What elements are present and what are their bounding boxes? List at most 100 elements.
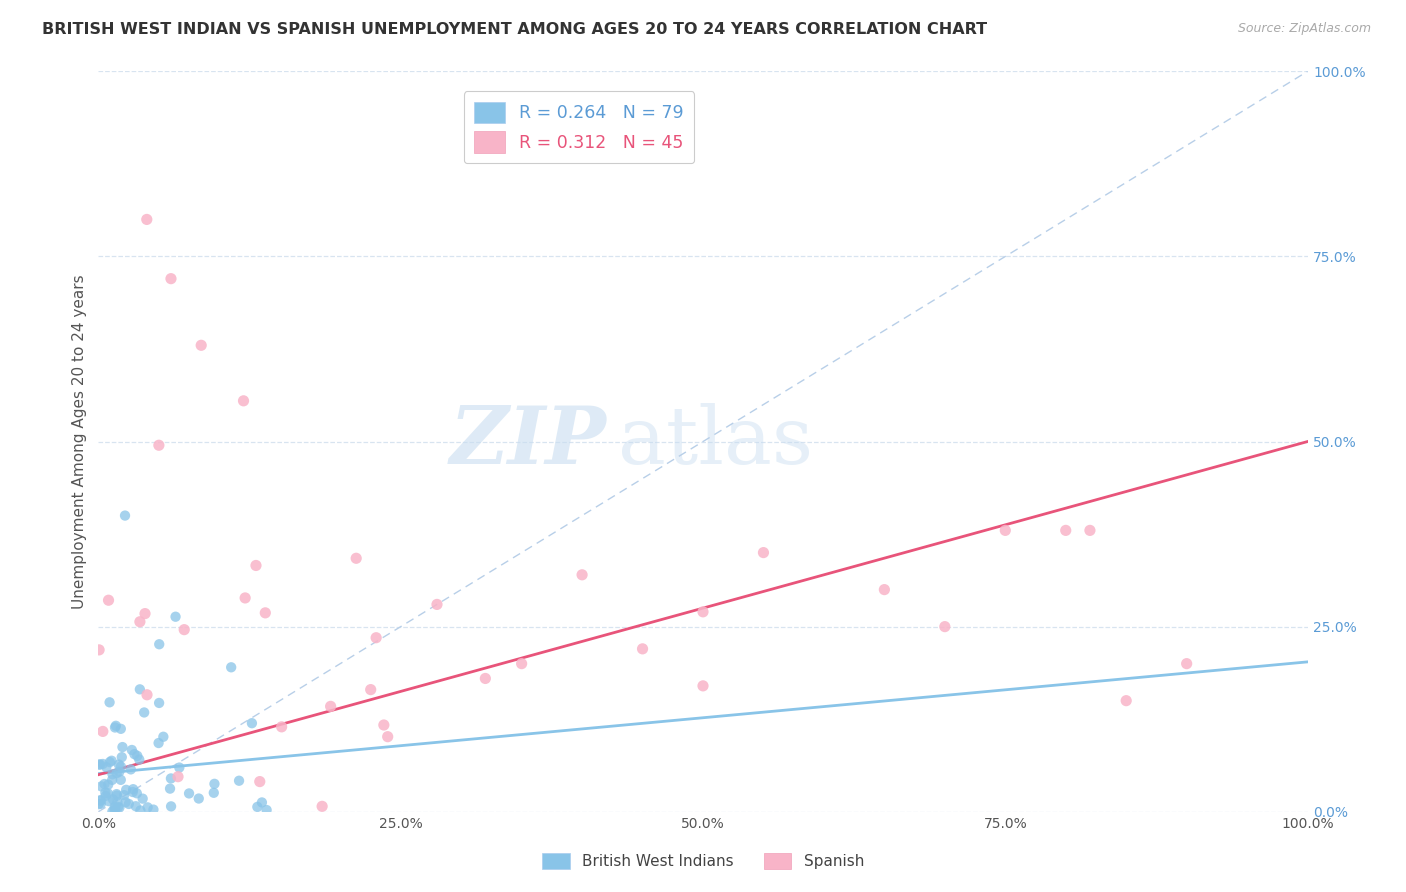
Point	[631, 641, 654, 656]
Point	[994, 524, 1017, 538]
Point	[98, 695, 121, 709]
Point	[129, 615, 152, 629]
Point	[91, 756, 114, 771]
Point	[165, 609, 187, 624]
Y-axis label: Unemployment Among Ages 20 to 24 years: Unemployment Among Ages 20 to 24 years	[72, 274, 87, 609]
Point	[120, 763, 142, 777]
Point	[177, 787, 200, 801]
Point	[89, 757, 111, 772]
Point	[204, 777, 226, 791]
Point	[1054, 524, 1077, 538]
Point	[136, 688, 159, 702]
Point	[114, 508, 136, 523]
Point	[510, 657, 533, 671]
Point	[90, 780, 112, 794]
Point	[90, 797, 112, 811]
Point	[128, 682, 150, 697]
Point	[125, 799, 148, 814]
Point	[127, 748, 149, 763]
Point	[94, 786, 117, 800]
Point	[377, 730, 399, 744]
Point	[114, 795, 136, 809]
Point	[202, 786, 225, 800]
Point	[134, 706, 156, 720]
Point	[134, 607, 156, 621]
Point	[1115, 694, 1137, 708]
Point	[110, 722, 132, 736]
Point	[108, 800, 131, 814]
Point	[474, 672, 496, 686]
Point	[219, 660, 242, 674]
Point	[934, 619, 956, 633]
Point	[173, 623, 195, 637]
Point	[270, 720, 292, 734]
Point	[148, 637, 170, 651]
Point	[104, 800, 127, 814]
Point	[101, 792, 124, 806]
Point	[107, 800, 129, 814]
Point	[110, 759, 132, 773]
Point	[111, 740, 134, 755]
Point	[692, 679, 714, 693]
Point	[245, 558, 267, 573]
Point	[254, 606, 277, 620]
Point	[190, 338, 212, 352]
Point	[124, 747, 146, 761]
Point	[159, 781, 181, 796]
Text: BRITISH WEST INDIAN VS SPANISH UNEMPLOYMENT AMONG AGES 20 TO 24 YEARS CORRELATIO: BRITISH WEST INDIAN VS SPANISH UNEMPLOYM…	[42, 22, 987, 37]
Point	[87, 643, 110, 657]
Point	[169, 760, 191, 774]
Point	[98, 755, 121, 769]
Point	[319, 699, 342, 714]
Point	[93, 777, 115, 791]
Point	[101, 772, 124, 787]
Point	[97, 778, 120, 792]
Point	[148, 696, 170, 710]
Point	[97, 593, 120, 607]
Point	[103, 803, 125, 817]
Point	[104, 719, 127, 733]
Point	[152, 730, 174, 744]
Point	[1175, 657, 1198, 671]
Point	[246, 800, 269, 814]
Point	[101, 767, 124, 781]
Point	[118, 797, 141, 811]
Point	[366, 631, 388, 645]
Point	[101, 805, 124, 819]
Point	[110, 772, 132, 787]
Point	[233, 591, 256, 605]
Point	[873, 582, 896, 597]
Point	[125, 786, 148, 800]
Point	[250, 796, 273, 810]
Point	[105, 787, 128, 801]
Point	[90, 794, 112, 808]
Text: Source: ZipAtlas.com: Source: ZipAtlas.com	[1237, 22, 1371, 36]
Point	[187, 791, 209, 805]
Point	[232, 393, 254, 408]
Point	[228, 773, 250, 788]
Point	[136, 800, 159, 814]
Point	[571, 567, 593, 582]
Point	[97, 786, 120, 800]
Point	[89, 793, 111, 807]
Point	[148, 438, 170, 452]
Point	[1078, 524, 1101, 538]
Point	[256, 803, 278, 817]
Point	[121, 743, 143, 757]
Point	[426, 598, 449, 612]
Point	[108, 757, 131, 772]
Legend: R = 0.264   N = 79, R = 0.312   N = 45: R = 0.264 N = 79, R = 0.312 N = 45	[464, 91, 695, 163]
Point	[240, 716, 263, 731]
Text: atlas: atlas	[619, 402, 814, 481]
Point	[249, 774, 271, 789]
Point	[373, 718, 395, 732]
Point	[91, 724, 114, 739]
Point	[148, 736, 170, 750]
Point	[167, 770, 190, 784]
Legend: British West Indians, Spanish: British West Indians, Spanish	[536, 847, 870, 875]
Point	[100, 754, 122, 768]
Point	[108, 764, 131, 779]
Text: ZIP: ZIP	[450, 403, 606, 480]
Point	[311, 799, 333, 814]
Point	[142, 803, 165, 817]
